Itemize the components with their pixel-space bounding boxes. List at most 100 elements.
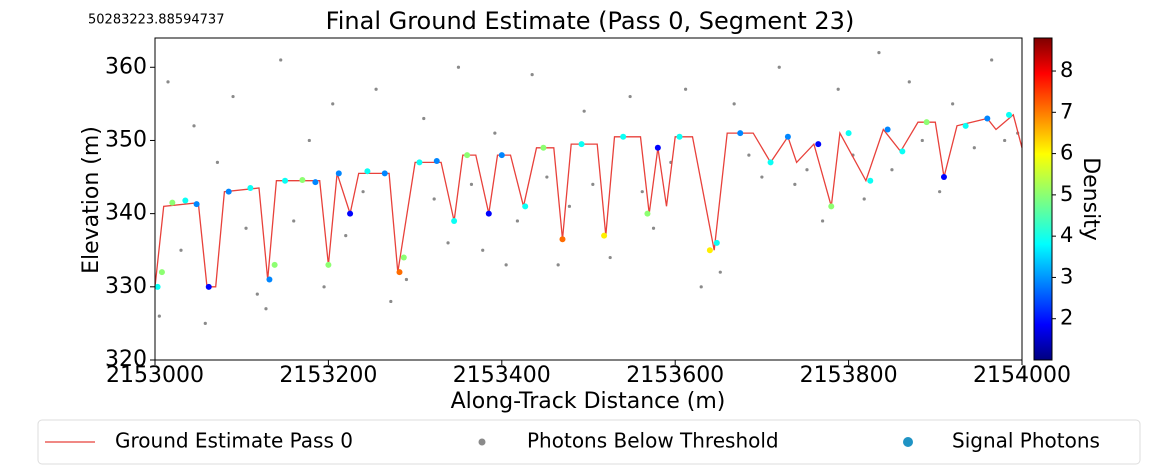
gray-photon xyxy=(545,175,549,179)
signal-photon xyxy=(620,133,627,140)
signal-photon xyxy=(205,283,212,290)
plot-area xyxy=(155,38,1022,360)
signal-photon xyxy=(266,276,273,283)
colorbar xyxy=(1033,37,1053,361)
gray-photon xyxy=(972,146,976,150)
signal-photon xyxy=(962,122,969,129)
x-tick-label: 2153800 xyxy=(800,363,898,388)
gray-photon xyxy=(640,190,644,194)
annotation: 50283223.88594737 xyxy=(88,13,224,28)
gray-photon xyxy=(567,204,572,208)
signal-photon xyxy=(706,247,713,254)
gray-photon xyxy=(469,182,474,186)
x-tick-label: 2153200 xyxy=(279,363,377,388)
gray-photon xyxy=(699,285,703,289)
gray-photon xyxy=(279,58,283,62)
gray-photon xyxy=(836,87,840,91)
signal-photon xyxy=(271,261,278,268)
gray-photon xyxy=(166,80,170,84)
gray-photon xyxy=(307,138,311,143)
colorbar-tick-label: 4 xyxy=(1060,223,1073,247)
signal-photon xyxy=(767,159,774,166)
signal-photon xyxy=(169,199,176,206)
signal-photon xyxy=(1005,111,1012,118)
gray-photon xyxy=(777,65,781,69)
gray-photon xyxy=(493,131,497,135)
gray-photon xyxy=(231,94,235,99)
gray-photon xyxy=(862,197,866,201)
signal-photon xyxy=(899,148,906,155)
legend-label: Ground Estimate Pass 0 xyxy=(115,429,353,453)
gray-photon xyxy=(530,72,534,77)
signal-photon xyxy=(984,115,991,122)
gray-photon xyxy=(481,248,485,252)
colorbar-tick-label: 6 xyxy=(1060,141,1073,165)
gray-photon xyxy=(192,124,196,128)
gray-photon xyxy=(747,153,751,157)
signal-photon xyxy=(464,152,471,159)
gray-photon xyxy=(907,80,911,84)
x-tick-label: 2153400 xyxy=(453,363,551,388)
gray-photon xyxy=(890,168,894,172)
signal-photon xyxy=(381,170,388,177)
gray-photon xyxy=(990,58,994,62)
gray-photon xyxy=(344,233,348,238)
signal-photon xyxy=(676,133,683,140)
signal-photon xyxy=(713,239,720,246)
signal-photon xyxy=(225,188,232,195)
signal-photon xyxy=(923,119,930,126)
gray-photon xyxy=(820,219,825,223)
legend-label: Signal Photons xyxy=(952,429,1100,453)
signal-photon xyxy=(815,141,822,148)
gray-photon xyxy=(504,263,508,267)
x-axis-label: Along-Track Distance (m) xyxy=(451,389,726,414)
colorbar-tick-label: 7 xyxy=(1060,99,1073,123)
gray-photon xyxy=(877,51,881,55)
signal-photon xyxy=(522,203,529,210)
signal-photon xyxy=(282,177,289,184)
y-axis-label: Elevation (m) xyxy=(79,126,104,274)
signal-photon xyxy=(644,210,651,217)
gray-photon xyxy=(255,292,259,296)
signal-photon xyxy=(601,232,608,239)
gray-photon xyxy=(718,270,722,274)
y-tick-label: 330 xyxy=(105,274,147,299)
x-tick-label: 2154000 xyxy=(973,363,1071,388)
gray-photon xyxy=(264,307,268,311)
colorbar-tick-label: 2 xyxy=(1060,306,1073,330)
signal-photon xyxy=(400,254,407,261)
signal-photon xyxy=(940,174,947,181)
signal-photon xyxy=(158,269,165,276)
gray-photon xyxy=(556,263,560,267)
signal-photon xyxy=(485,210,492,217)
signal-photon xyxy=(193,201,200,208)
signal-photon xyxy=(312,179,319,186)
colorbar-tick-label: 8 xyxy=(1060,58,1073,82)
gray-photon xyxy=(244,226,248,230)
gray-photon xyxy=(389,299,393,304)
gray-photon xyxy=(292,219,296,223)
legend-gray-marker xyxy=(478,438,486,446)
signal-photon xyxy=(182,197,189,204)
gray-photon xyxy=(760,175,764,179)
signal-photon xyxy=(247,185,254,192)
gray-photon xyxy=(361,190,365,194)
signal-photon xyxy=(884,126,891,133)
signal-photon xyxy=(364,168,371,175)
gray-photon xyxy=(1003,138,1007,143)
y-tick-label: 340 xyxy=(105,201,147,226)
colorbar-label: Density xyxy=(1078,157,1103,241)
gray-photon xyxy=(215,160,220,165)
y-tick-label: 320 xyxy=(105,347,147,372)
signal-photon xyxy=(737,130,744,137)
signal-photon xyxy=(578,141,585,148)
gray-photon xyxy=(920,138,924,143)
gray-photon xyxy=(608,255,612,260)
gray-photon xyxy=(456,65,461,69)
gray-photon xyxy=(793,182,797,186)
gray-photon xyxy=(951,102,955,106)
gray-photon xyxy=(805,168,809,172)
signal-photon xyxy=(559,236,566,243)
gray-photon xyxy=(322,285,326,289)
gray-photon xyxy=(404,277,409,282)
